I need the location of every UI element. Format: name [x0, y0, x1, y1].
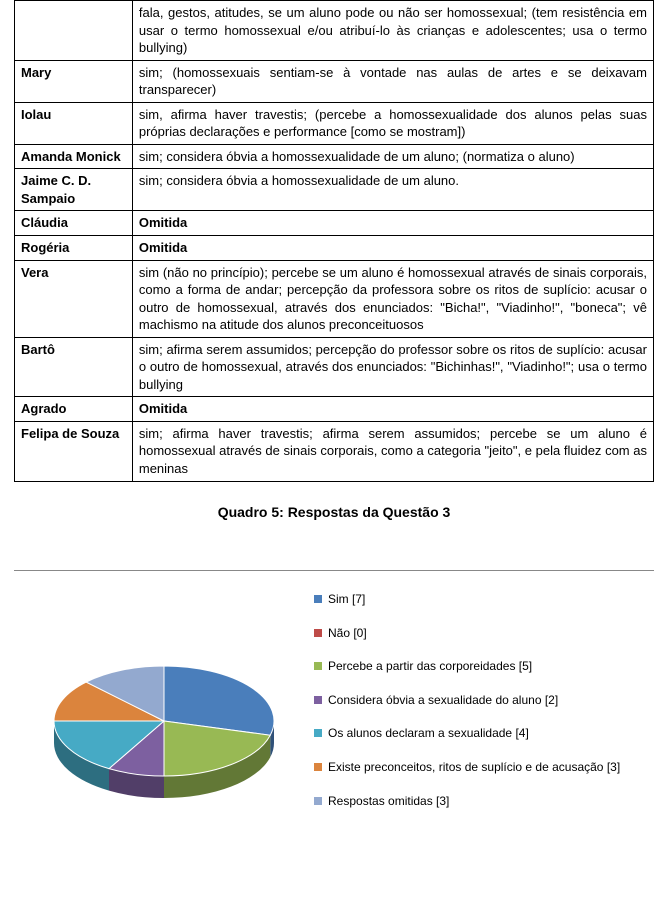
legend-swatch: [314, 696, 322, 704]
row-name: Rogéria: [15, 236, 133, 261]
legend-item: Existe preconceitos, ritos de suplício e…: [314, 760, 654, 776]
row-name: Vera: [15, 260, 133, 337]
table-row: Marysim; (homossexuais sentiam-se à vont…: [15, 60, 654, 102]
table-row: fala, gestos, atitudes, se um aluno pode…: [15, 1, 654, 61]
legend-swatch: [314, 763, 322, 771]
legend-item: Percebe a partir das corporeidades [5]: [314, 659, 654, 675]
row-content: Omitida: [132, 397, 653, 422]
row-content: Omitida: [132, 211, 653, 236]
row-content: Omitida: [132, 236, 653, 261]
row-content: sim; considera óbvia a homossexualidade …: [132, 144, 653, 169]
table-row: Verasim (não no princípio); percebe se u…: [15, 260, 654, 337]
table-row: Bartôsim; afirma serem assumidos; percep…: [15, 337, 654, 397]
table-row: Jaime C. D. Sampaiosim; considera óbvia …: [15, 169, 654, 211]
legend-label: Percebe a partir das corporeidades [5]: [328, 659, 654, 675]
legend-label: Respostas omitidas [3]: [328, 794, 654, 810]
row-name: Agrado: [15, 397, 133, 422]
table-row: Iolausim, afirma haver travestis; (perce…: [15, 102, 654, 144]
legend-label: Não [0]: [328, 626, 654, 642]
table-row: Amanda Monicksim; considera óbvia a homo…: [15, 144, 654, 169]
legend-item: Sim [7]: [314, 592, 654, 608]
legend-label: Considera óbvia a sexualidade do aluno […: [328, 693, 654, 709]
responses-table: fala, gestos, atitudes, se um aluno pode…: [14, 0, 654, 482]
row-name: Amanda Monick: [15, 144, 133, 169]
row-content: sim; afirma serem assumidos; percepção d…: [132, 337, 653, 397]
row-name: Jaime C. D. Sampaio: [15, 169, 133, 211]
legend-label: Os alunos declaram a sexualidade [4]: [328, 726, 654, 742]
row-content: sim; considera óbvia a homossexualidade …: [132, 169, 653, 211]
legend-item: Não [0]: [314, 626, 654, 642]
legend-label: Existe preconceitos, ritos de suplício e…: [328, 760, 654, 776]
row-content: fala, gestos, atitudes, se um aluno pode…: [132, 1, 653, 61]
table-caption: Quadro 5: Respostas da Questão 3: [0, 504, 668, 520]
legend-swatch: [314, 595, 322, 603]
row-content: sim; afirma haver travestis; afirma sere…: [132, 421, 653, 481]
legend-swatch: [314, 662, 322, 670]
legend-swatch: [314, 629, 322, 637]
row-content: sim (não no princípio); percebe se um al…: [132, 260, 653, 337]
legend-swatch: [314, 797, 322, 805]
table-row: Felipa de Souzasim; afirma haver travest…: [15, 421, 654, 481]
legend-item: Respostas omitidas [3]: [314, 794, 654, 810]
row-content: sim; (homossexuais sentiam-se à vontade …: [132, 60, 653, 102]
row-name: Mary: [15, 60, 133, 102]
table-row: CláudiaOmitida: [15, 211, 654, 236]
table-row: AgradoOmitida: [15, 397, 654, 422]
row-name: Bartô: [15, 337, 133, 397]
row-content: sim, afirma haver travestis; (percebe a …: [132, 102, 653, 144]
legend-item: Considera óbvia a sexualidade do aluno […: [314, 693, 654, 709]
legend-swatch: [314, 729, 322, 737]
row-name: [15, 1, 133, 61]
row-name: Iolau: [15, 102, 133, 144]
chart-legend: Sim [7] Não [0] Percebe a partir das corpo…: [314, 592, 654, 809]
pie-chart-container: Sim [7] Não [0] Percebe a partir das corpo…: [14, 570, 654, 811]
row-name: Felipa de Souza: [15, 421, 133, 481]
legend-item: Os alunos declaram a sexualidade [4]: [314, 726, 654, 742]
row-name: Cláudia: [15, 211, 133, 236]
pie-chart: [14, 591, 314, 811]
legend-label: Sim [7]: [328, 592, 654, 608]
table-row: RogériaOmitida: [15, 236, 654, 261]
